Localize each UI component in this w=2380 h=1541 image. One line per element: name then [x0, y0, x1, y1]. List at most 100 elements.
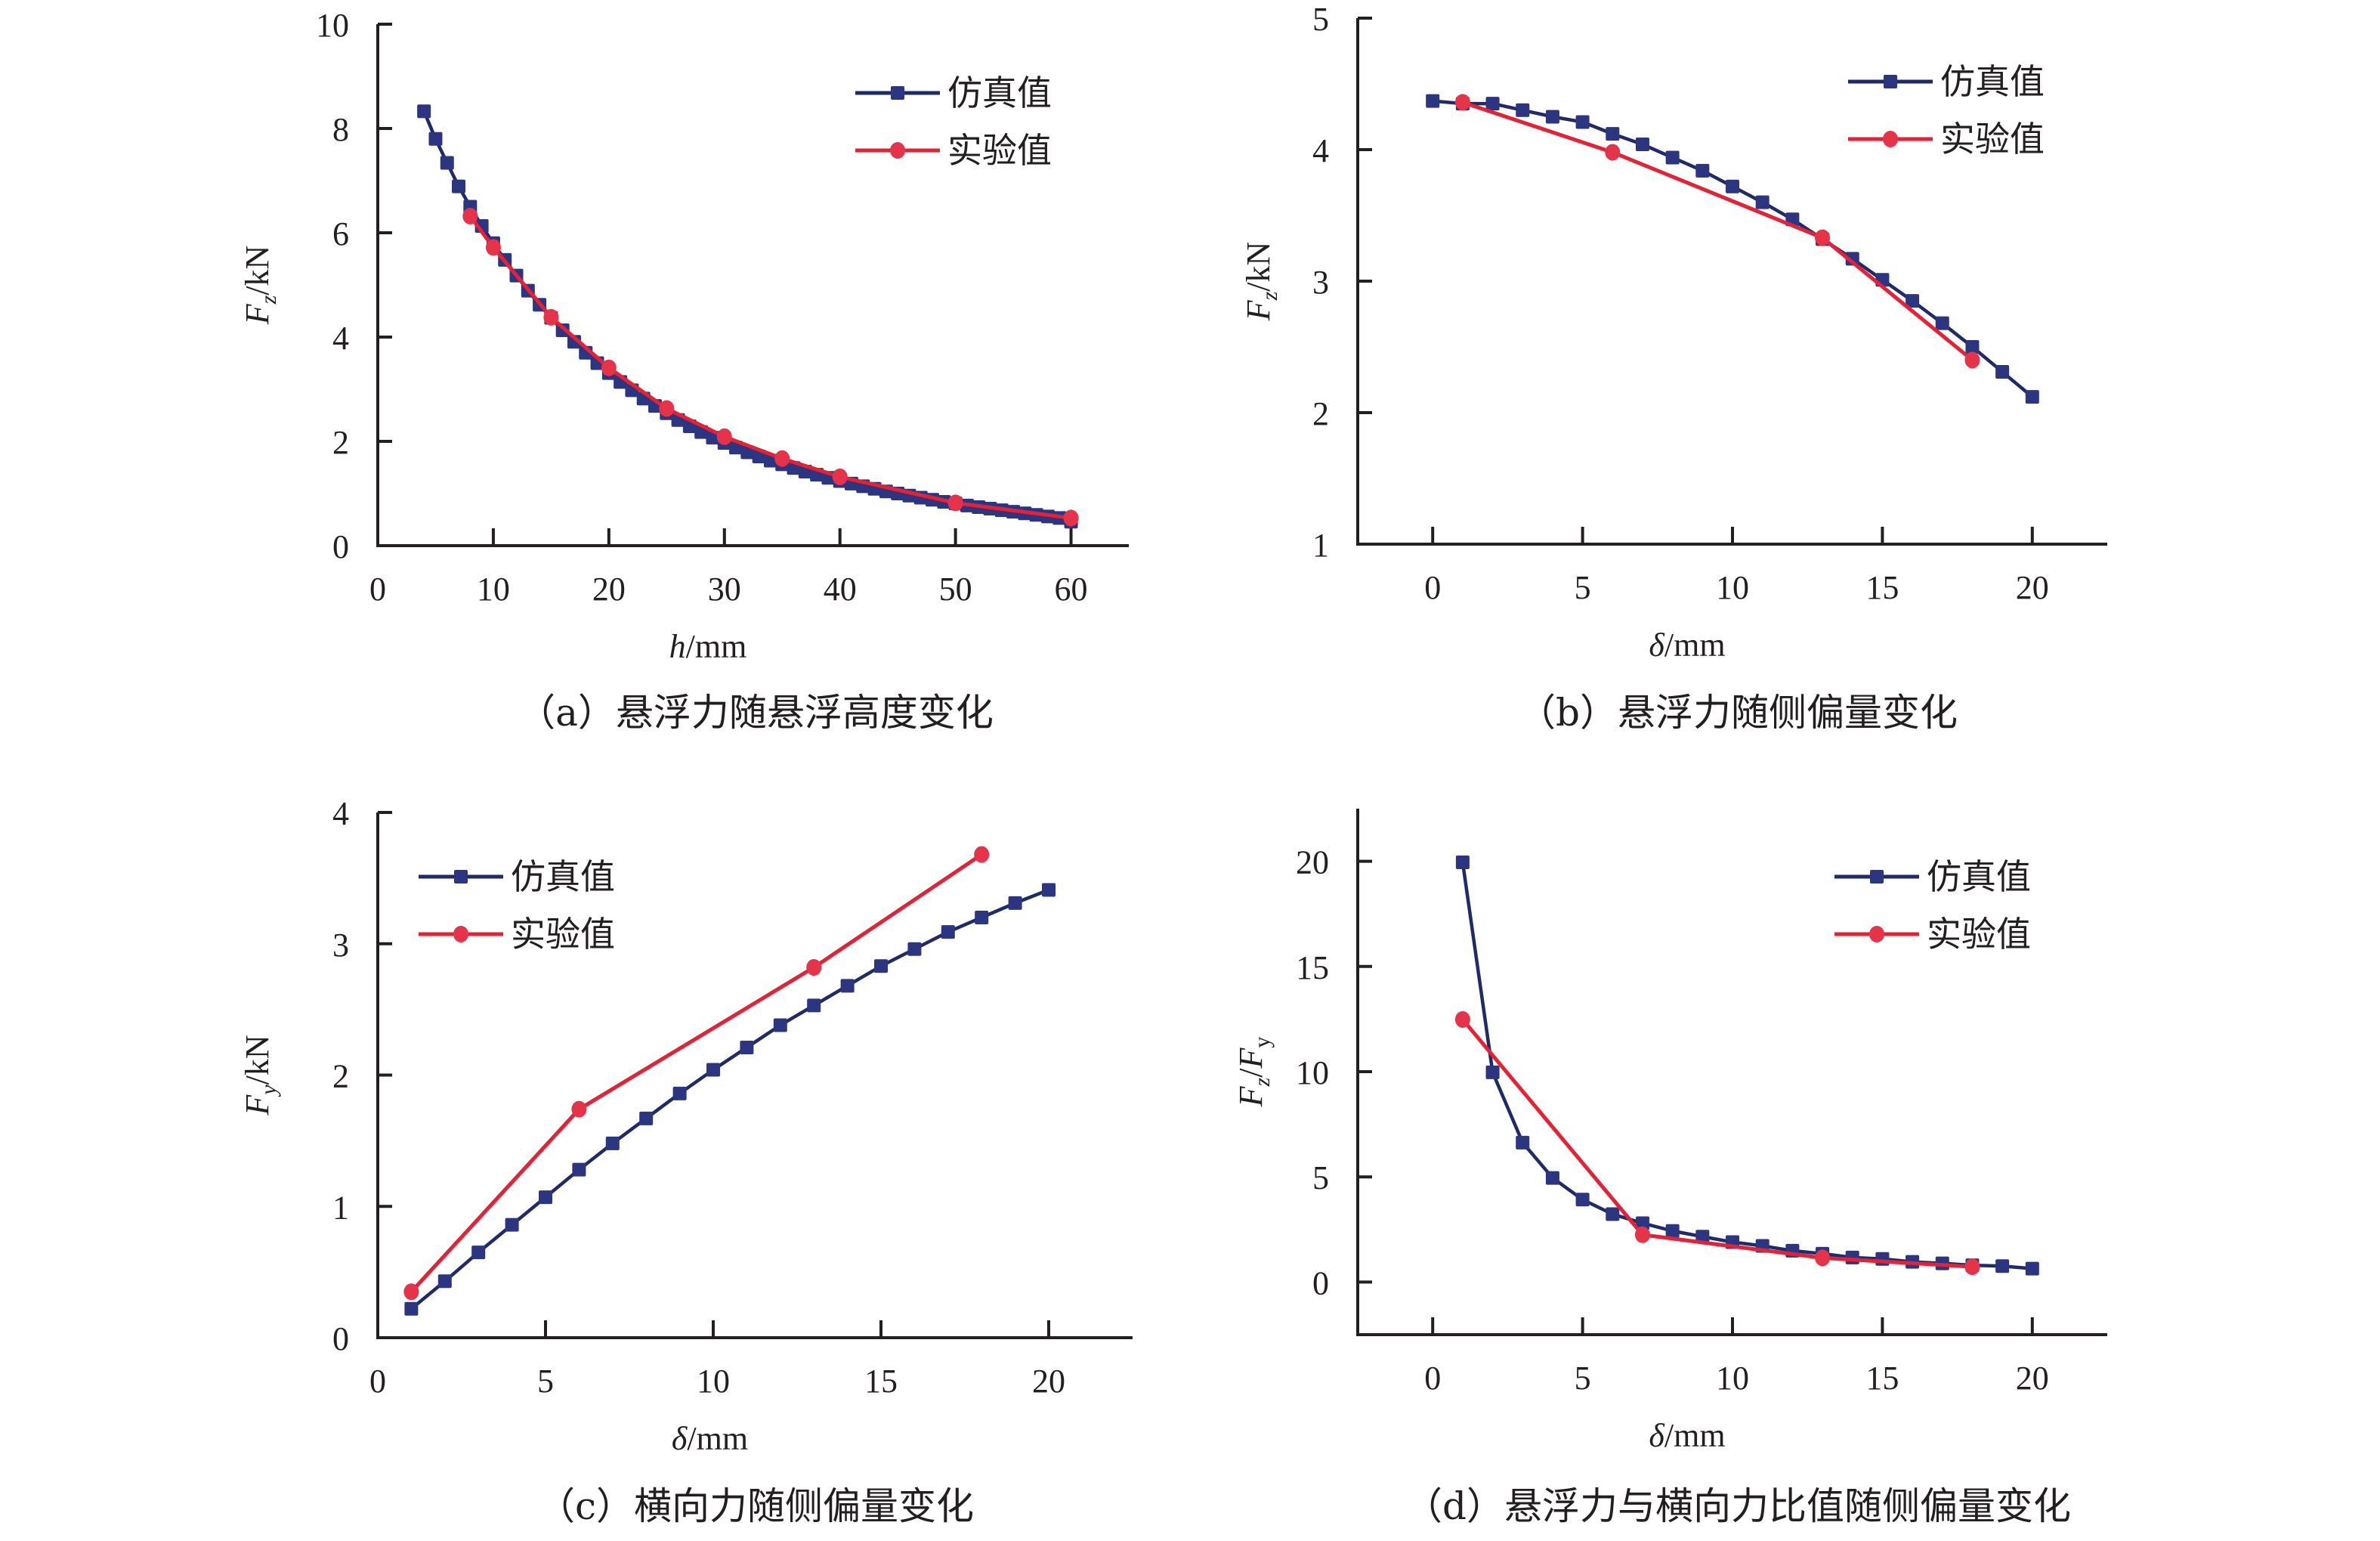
x-tick-label: 15 — [1865, 1360, 1899, 1397]
x-tick-label: 15 — [1865, 569, 1899, 606]
data-point-sim — [2025, 1261, 2039, 1276]
data-point-sim — [1995, 365, 2010, 379]
data-point-sim — [471, 1245, 486, 1260]
x-axis-label: δ/mm — [1649, 1417, 1725, 1454]
data-point-exp — [947, 494, 963, 512]
data-point-sim — [706, 1063, 720, 1077]
x-tick-label: 0 — [1424, 569, 1441, 606]
y-tick-label: 15 — [1296, 949, 1329, 986]
y-tick-label: 10 — [1296, 1054, 1329, 1091]
legend-label-exp: 实验值 — [511, 914, 615, 955]
legend-label-sim: 仿真值 — [1927, 856, 2031, 897]
legend-marker-exp — [890, 142, 905, 159]
x-tick-label: 0 — [1424, 1360, 1441, 1397]
series-line-sim — [410, 888, 1049, 1310]
x-tick-label: 20 — [2016, 569, 2049, 606]
series-line-exp — [1462, 100, 1974, 362]
data-point-sim — [874, 959, 888, 973]
y-tick-label: 1 — [1312, 527, 1329, 564]
data-point-sim — [1906, 294, 1920, 308]
data-point-sim — [1606, 127, 1620, 141]
data-point-sim — [672, 1086, 687, 1100]
data-point-exp — [774, 450, 790, 467]
y-axis-label: Fz/Fy — [1232, 1037, 1275, 1108]
y-tick-label: 20 — [1296, 844, 1329, 881]
data-point-sim — [1606, 1207, 1620, 1221]
x-axis-label: δ/mm — [672, 1420, 748, 1457]
data-point-exp — [659, 400, 675, 417]
x-tick-label: 30 — [708, 571, 741, 608]
chart-caption: （b）悬浮力随侧偏量变化 — [1518, 691, 1958, 735]
y-axis-label: Fy/kN — [239, 1035, 281, 1116]
data-point-sim — [417, 104, 431, 119]
y-tick-label: 3 — [1312, 264, 1329, 301]
data-point-sim — [740, 1041, 754, 1055]
data-point-sim — [1485, 1065, 1500, 1079]
data-point-exp — [1815, 229, 1831, 246]
legend-label-sim: 仿真值 — [1940, 61, 2045, 102]
data-point-sim — [773, 1018, 787, 1032]
legend-label-exp: 实验值 — [1940, 119, 2045, 159]
data-point-exp — [403, 1283, 419, 1301]
data-point-sim — [975, 911, 989, 924]
x-tick-label: 10 — [697, 1363, 730, 1400]
data-point-sim — [907, 942, 922, 956]
x-axis-label: h/mm — [669, 628, 747, 665]
data-point-sim — [1575, 115, 1590, 129]
data-point-sim — [440, 156, 454, 170]
x-tick-label: 60 — [1055, 571, 1088, 608]
data-point-sim — [840, 979, 855, 993]
data-point-sim — [404, 1301, 419, 1316]
data-point-sim — [1726, 179, 1739, 193]
data-point-exp — [1063, 509, 1079, 527]
data-point-sim — [1485, 97, 1500, 111]
y-axis-label: Fz/kN — [239, 246, 281, 326]
data-point-sim — [941, 925, 955, 939]
data-point-sim — [1042, 883, 1056, 897]
x-tick-label: 50 — [939, 571, 972, 608]
y-tick-label: 2 — [332, 1058, 349, 1095]
data-point-sim — [1008, 896, 1022, 910]
legend-marker-sim — [891, 86, 904, 100]
axes — [376, 812, 1133, 1339]
data-point-sim — [1635, 1216, 1649, 1230]
data-point-sim — [807, 998, 821, 1013]
series-line-exp — [1460, 1018, 1973, 1269]
chart-caption: （a）悬浮力随悬浮高度变化 — [518, 691, 994, 735]
data-point-sim — [1575, 1193, 1590, 1207]
series-line-sim — [422, 110, 1072, 524]
y-tick-label: 1 — [332, 1189, 349, 1226]
y-tick-label: 4 — [332, 795, 349, 832]
data-point-sim — [1875, 1252, 1890, 1266]
data-point-exp — [571, 1100, 587, 1118]
x-tick-label: 10 — [1716, 569, 1749, 606]
data-point-exp — [1605, 144, 1621, 161]
y-tick-label: 0 — [332, 528, 349, 565]
x-axis-label: δ/mm — [1649, 627, 1725, 664]
data-point-sim — [1965, 340, 1980, 354]
data-point-sim — [1455, 855, 1470, 869]
legend-marker-exp — [1869, 926, 1884, 942]
data-point-sim — [1545, 1171, 1559, 1185]
y-tick-label: 4 — [1312, 132, 1329, 169]
x-tick-label: 5 — [537, 1363, 554, 1400]
x-tick-label: 40 — [824, 571, 857, 608]
data-point-sim — [740, 445, 755, 460]
data-point-sim — [437, 1274, 452, 1289]
data-point-sim — [2025, 390, 2039, 404]
data-point-sim — [452, 179, 466, 193]
data-point-sim — [1695, 1230, 1710, 1244]
y-tick-label: 5 — [1312, 1159, 1329, 1196]
y-tick-label: 2 — [332, 424, 349, 461]
data-point-exp — [716, 428, 732, 445]
y-axis-label: Fz/kN — [1240, 242, 1282, 322]
data-point-sim — [1426, 94, 1440, 108]
x-tick-label: 10 — [477, 571, 510, 608]
